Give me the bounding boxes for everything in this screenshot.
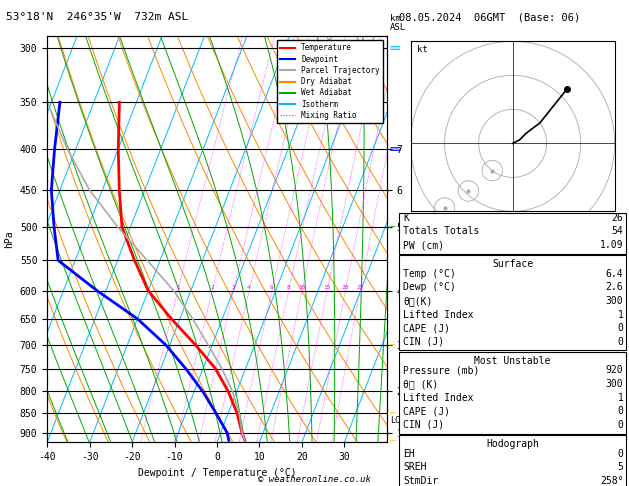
Text: Hodograph: Hodograph bbox=[486, 439, 539, 449]
Text: 300: 300 bbox=[606, 296, 623, 306]
Legend: Temperature, Dewpoint, Parcel Trajectory, Dry Adiabat, Wet Adiabat, Isotherm, Mi: Temperature, Dewpoint, Parcel Trajectory… bbox=[277, 40, 383, 123]
Text: 3: 3 bbox=[231, 285, 235, 290]
Text: 300: 300 bbox=[606, 379, 623, 389]
Text: 0: 0 bbox=[618, 406, 623, 417]
Text: 1: 1 bbox=[618, 393, 623, 403]
Text: Dewp (°C): Dewp (°C) bbox=[403, 282, 456, 293]
Text: 6: 6 bbox=[270, 285, 274, 290]
Text: 54: 54 bbox=[611, 226, 623, 237]
Text: 08.05.2024  06GMT  (Base: 06): 08.05.2024 06GMT (Base: 06) bbox=[399, 12, 581, 22]
Text: 5: 5 bbox=[618, 462, 623, 472]
Text: ⌐: ⌐ bbox=[390, 340, 396, 350]
Text: EH: EH bbox=[403, 449, 415, 459]
Text: 26: 26 bbox=[611, 213, 623, 223]
Text: CIN (J): CIN (J) bbox=[403, 420, 444, 430]
Text: 10: 10 bbox=[298, 285, 306, 290]
Text: CAPE (J): CAPE (J) bbox=[403, 406, 450, 417]
Text: 4: 4 bbox=[247, 285, 251, 290]
Text: 6.4: 6.4 bbox=[606, 269, 623, 279]
Text: Totals Totals: Totals Totals bbox=[403, 226, 479, 237]
Text: K: K bbox=[403, 213, 409, 223]
Text: 2.6: 2.6 bbox=[606, 282, 623, 293]
Text: Pressure (mb): Pressure (mb) bbox=[403, 365, 479, 376]
Text: 920: 920 bbox=[606, 365, 623, 376]
Y-axis label: hPa: hPa bbox=[4, 230, 14, 248]
Text: ≡≡: ≡≡ bbox=[390, 144, 402, 154]
Text: 1.09: 1.09 bbox=[600, 240, 623, 250]
Text: SREH: SREH bbox=[403, 462, 426, 472]
Text: θᴄ(K): θᴄ(K) bbox=[403, 296, 433, 306]
Text: 8: 8 bbox=[287, 285, 291, 290]
Text: © weatheronline.co.uk: © weatheronline.co.uk bbox=[258, 474, 371, 484]
Text: ≡≡: ≡≡ bbox=[390, 43, 402, 53]
X-axis label: Dewpoint / Temperature (°C): Dewpoint / Temperature (°C) bbox=[138, 468, 296, 478]
Text: ⌐: ⌐ bbox=[390, 408, 396, 417]
Text: Lifted Index: Lifted Index bbox=[403, 393, 474, 403]
Text: 0: 0 bbox=[618, 337, 623, 347]
Text: θᴄ (K): θᴄ (K) bbox=[403, 379, 438, 389]
Text: 0: 0 bbox=[618, 323, 623, 333]
Text: Most Unstable: Most Unstable bbox=[474, 356, 551, 366]
Text: PW (cm): PW (cm) bbox=[403, 240, 444, 250]
Text: Surface: Surface bbox=[492, 259, 533, 269]
Text: Mixing Ratio (g/kg): Mixing Ratio (g/kg) bbox=[428, 192, 437, 287]
Text: 20: 20 bbox=[342, 285, 349, 290]
Text: StmDir: StmDir bbox=[403, 476, 438, 486]
Text: CIN (J): CIN (J) bbox=[403, 337, 444, 347]
Text: 0: 0 bbox=[618, 449, 623, 459]
Text: kt: kt bbox=[418, 45, 428, 53]
Text: 258°: 258° bbox=[600, 476, 623, 486]
Text: CAPE (J): CAPE (J) bbox=[403, 323, 450, 333]
Text: 2: 2 bbox=[210, 285, 214, 290]
Text: ⌐: ⌐ bbox=[390, 222, 396, 232]
Text: 53°18'N  246°35'W  732m ASL: 53°18'N 246°35'W 732m ASL bbox=[6, 12, 189, 22]
Text: km
ASL: km ASL bbox=[390, 14, 406, 33]
Text: 1: 1 bbox=[618, 310, 623, 320]
Text: Temp (°C): Temp (°C) bbox=[403, 269, 456, 279]
Text: 25: 25 bbox=[356, 285, 364, 290]
Text: ⌐: ⌐ bbox=[390, 435, 396, 445]
Text: LCL: LCL bbox=[390, 417, 405, 425]
Text: 1: 1 bbox=[176, 285, 180, 290]
Text: 0: 0 bbox=[618, 420, 623, 430]
Text: 15: 15 bbox=[323, 285, 331, 290]
Text: Lifted Index: Lifted Index bbox=[403, 310, 474, 320]
